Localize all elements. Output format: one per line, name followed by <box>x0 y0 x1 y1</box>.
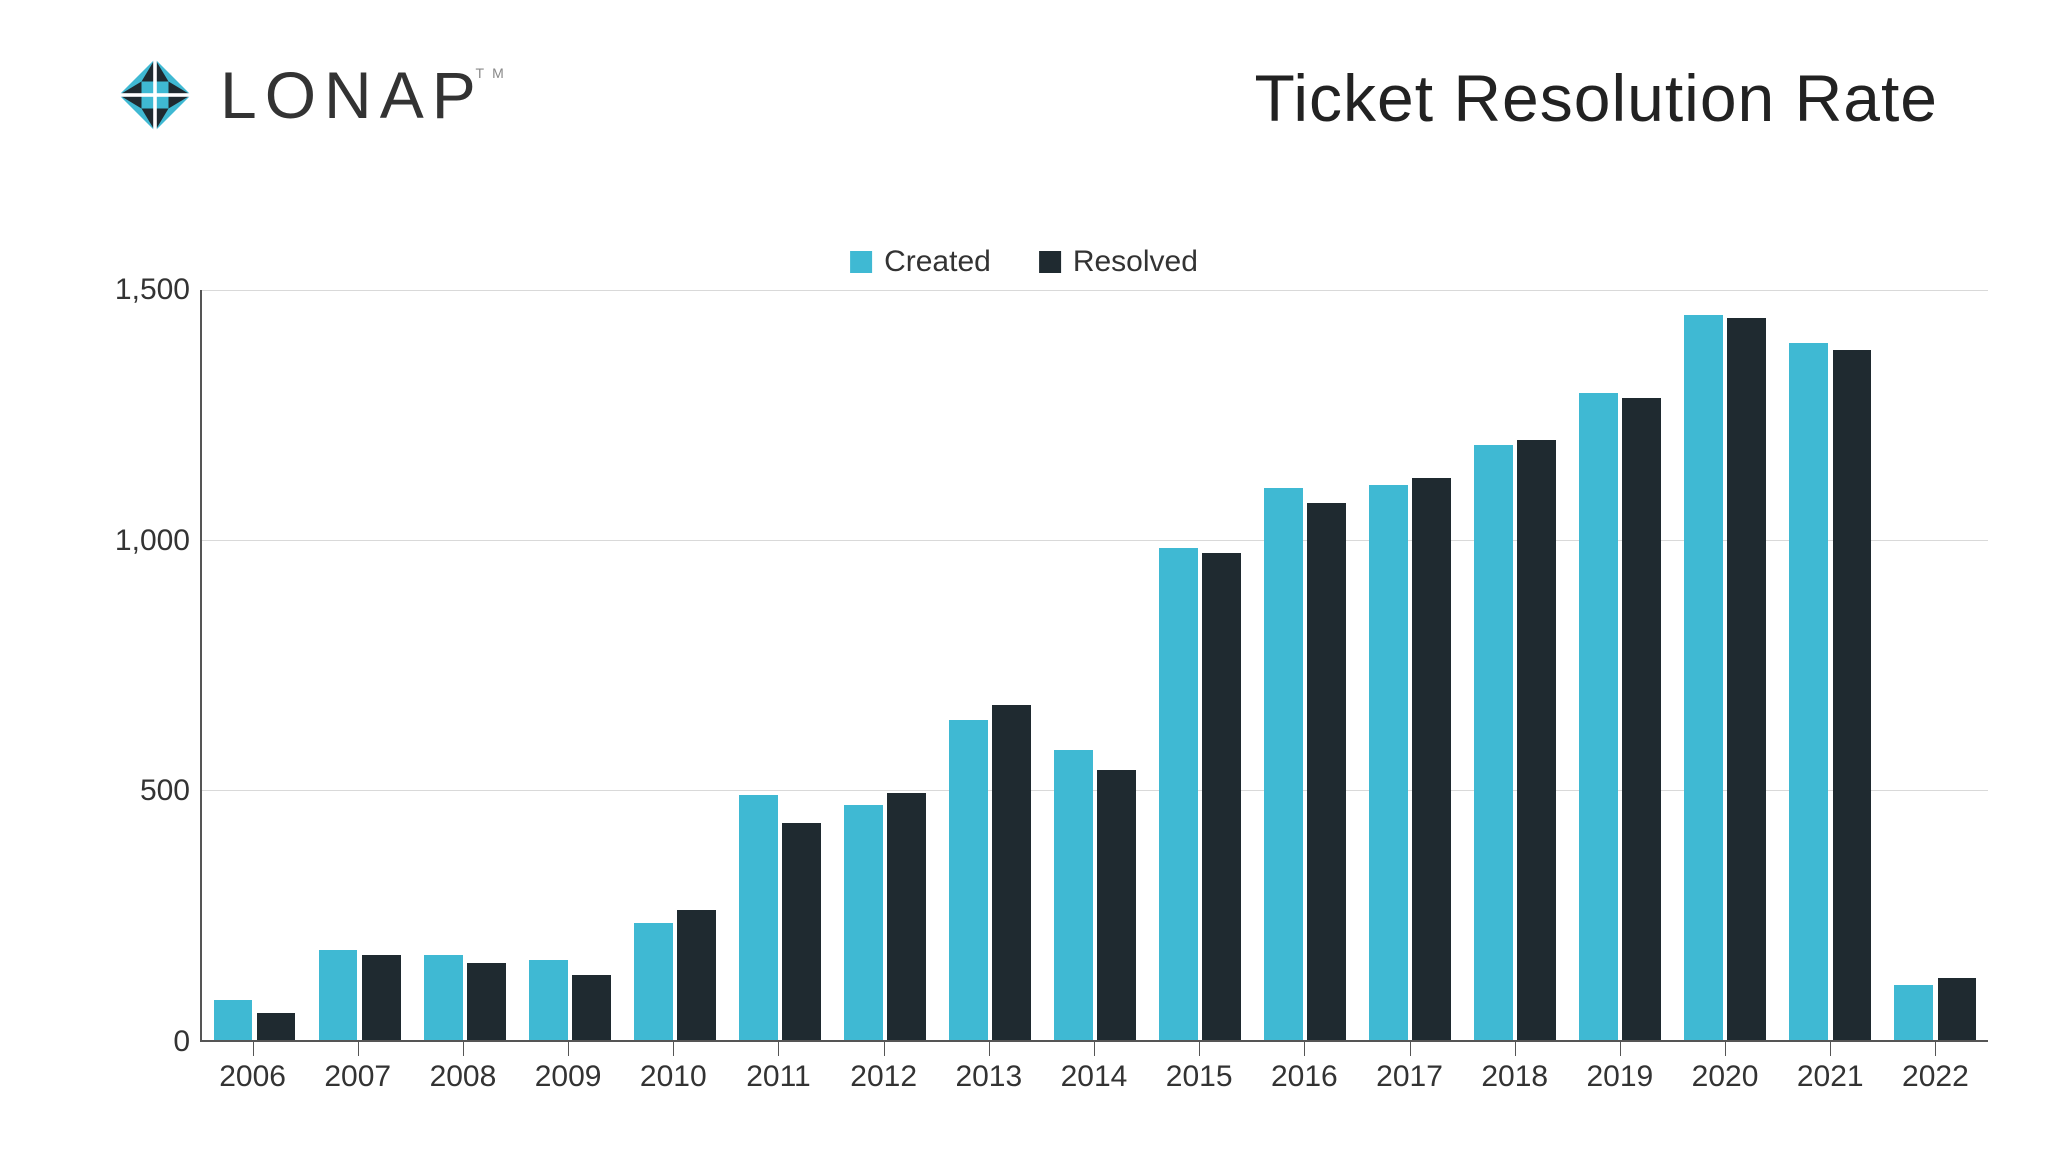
y-tick-label: 0 <box>110 1025 190 1059</box>
x-tick-label: 2009 <box>535 1060 602 1094</box>
legend-swatch-created <box>850 251 872 273</box>
bar-resolved <box>1097 770 1136 1040</box>
bar-resolved <box>1307 503 1346 1041</box>
bar-created <box>1264 488 1303 1041</box>
bar-created <box>1159 548 1198 1041</box>
plot-area <box>200 290 1988 1042</box>
x-tick-mark <box>1935 1042 1936 1056</box>
x-tick-mark <box>1515 1042 1516 1056</box>
x-tick-label: 2014 <box>1061 1060 1128 1094</box>
x-tick-mark <box>358 1042 359 1056</box>
x-tick-label: 2006 <box>219 1060 286 1094</box>
grid-line <box>202 290 1988 291</box>
bar-created <box>1054 750 1093 1040</box>
bar-resolved <box>1202 553 1241 1041</box>
x-tick-label: 2007 <box>324 1060 391 1094</box>
y-tick-label: 500 <box>110 774 190 808</box>
bar-created <box>1789 343 1828 1041</box>
brand-name: LONAP TM <box>220 57 484 133</box>
x-tick-label: 2022 <box>1902 1060 1969 1094</box>
bar-created <box>1684 315 1723 1040</box>
x-tick-label: 2017 <box>1376 1060 1443 1094</box>
x-tick-mark <box>1094 1042 1095 1056</box>
bar-resolved <box>782 823 821 1041</box>
bar-created <box>424 955 463 1040</box>
x-tick-label: 2010 <box>640 1060 707 1094</box>
brand-name-text: LONAP <box>220 58 484 132</box>
y-tick-label: 1,500 <box>110 273 190 307</box>
x-tick-mark <box>253 1042 254 1056</box>
x-tick-label: 2015 <box>1166 1060 1233 1094</box>
chart: 05001,0001,500 2006200720082009201020112… <box>110 290 1988 1112</box>
x-tick-label: 2018 <box>1481 1060 1548 1094</box>
x-tick-label: 2019 <box>1587 1060 1654 1094</box>
chart-legend: Created Resolved <box>850 245 1198 279</box>
brand-trademark: TM <box>476 65 512 81</box>
page-title: Ticket Resolution Rate <box>1254 60 1938 136</box>
legend-label-created: Created <box>884 245 991 279</box>
x-tick-label: 2008 <box>430 1060 497 1094</box>
bar-resolved <box>1517 440 1556 1040</box>
x-axis: 2006 2007 2008 2009 2010 2011 2012 2013 2014 2015… <box>200 1042 1988 1112</box>
legend-swatch-resolved <box>1039 251 1061 273</box>
page: LONAP TM Ticket Resolution Rate Created … <box>0 0 2048 1152</box>
bar-resolved <box>467 963 506 1041</box>
x-tick-mark <box>463 1042 464 1056</box>
x-tick-mark <box>568 1042 569 1056</box>
x-tick-mark <box>1304 1042 1305 1056</box>
legend-label-resolved: Resolved <box>1073 245 1198 279</box>
bar-resolved <box>1833 350 1872 1040</box>
x-tick-mark <box>1725 1042 1726 1056</box>
y-axis: 05001,0001,500 <box>110 290 200 1042</box>
bar-resolved <box>1622 398 1661 1041</box>
bar-resolved <box>572 975 611 1040</box>
bar-resolved <box>887 793 926 1041</box>
x-tick-mark <box>1830 1042 1831 1056</box>
x-tick-mark <box>673 1042 674 1056</box>
bar-resolved <box>677 910 716 1040</box>
bar-created <box>1474 445 1513 1040</box>
brand-logo-mark <box>110 50 200 140</box>
bar-resolved <box>992 705 1031 1040</box>
bar-created <box>1579 393 1618 1041</box>
bar-created <box>739 795 778 1040</box>
bar-created <box>1894 985 1933 1040</box>
y-tick-label: 1,000 <box>110 524 190 558</box>
x-tick-mark <box>989 1042 990 1056</box>
x-tick-mark <box>884 1042 885 1056</box>
x-tick-label: 2013 <box>955 1060 1022 1094</box>
bar-created <box>214 1000 253 1040</box>
x-tick-label: 2016 <box>1271 1060 1338 1094</box>
bar-created <box>844 805 883 1040</box>
legend-item-resolved: Resolved <box>1039 245 1198 279</box>
bar-resolved <box>257 1013 296 1041</box>
bar-resolved <box>1412 478 1451 1041</box>
x-tick-label: 2021 <box>1797 1060 1864 1094</box>
x-tick-label: 2011 <box>746 1060 811 1094</box>
bar-created <box>529 960 568 1040</box>
bar-created <box>319 950 358 1040</box>
x-tick-mark <box>778 1042 779 1056</box>
x-tick-mark <box>1199 1042 1200 1056</box>
x-tick-label: 2020 <box>1692 1060 1759 1094</box>
bar-resolved <box>1938 978 1977 1041</box>
x-tick-mark <box>1620 1042 1621 1056</box>
header: LONAP TM Ticket Resolution Rate <box>0 50 2048 170</box>
bar-created <box>634 923 673 1041</box>
bar-resolved <box>362 955 401 1040</box>
x-tick-mark <box>1410 1042 1411 1056</box>
x-tick-label: 2012 <box>850 1060 917 1094</box>
legend-item-created: Created <box>850 245 991 279</box>
bar-created <box>1369 485 1408 1040</box>
bar-created <box>949 720 988 1040</box>
brand-logo: LONAP TM <box>110 50 484 140</box>
bar-resolved <box>1727 318 1766 1041</box>
